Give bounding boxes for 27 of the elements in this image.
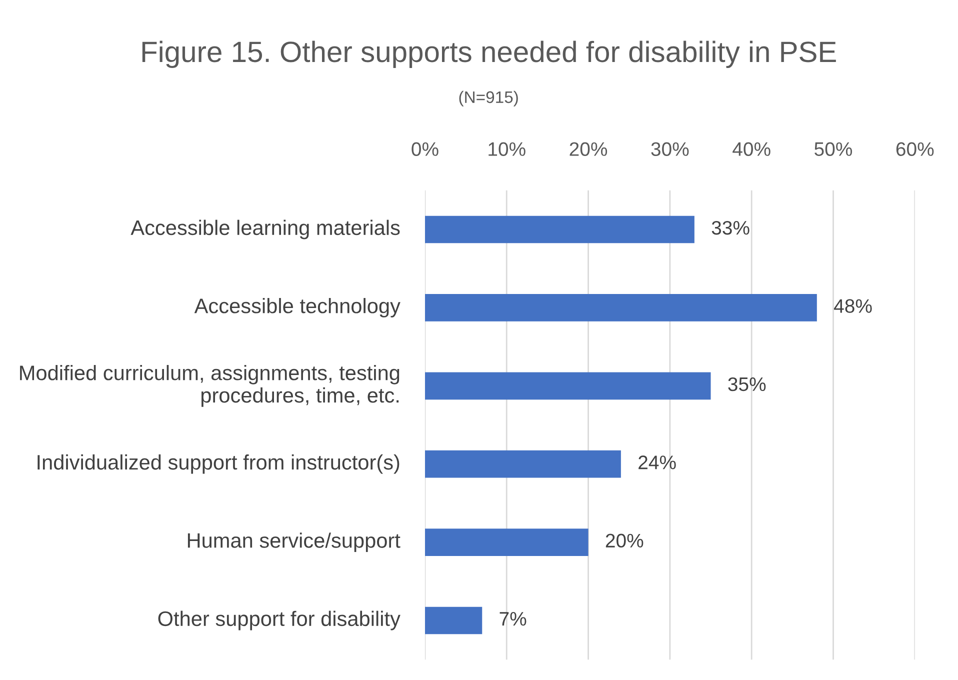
data-label: 20%	[606, 534, 644, 548]
bar	[424, 450, 621, 478]
x-tick-label: 10%	[488, 142, 526, 156]
bar	[424, 528, 588, 556]
bar	[424, 606, 482, 634]
x-tick-label: 0%	[412, 142, 438, 156]
x-tick-label: 30%	[651, 142, 689, 156]
bar	[424, 294, 817, 322]
data-label: 35%	[728, 377, 766, 392]
data-label: 7%	[500, 612, 526, 626]
bar	[424, 216, 694, 244]
chart-subtitle: (N=915)	[459, 90, 518, 106]
data-label: 48%	[834, 299, 872, 313]
chart-title: Figure 15. Other supports needed for disability in PSE	[142, 40, 836, 68]
x-tick-label: 20%	[570, 142, 608, 156]
data-label: 33%	[712, 220, 750, 235]
y-tick-label: Accessible learning materials	[130, 220, 400, 240]
y-tick-label: Accessible technology	[194, 298, 400, 318]
x-tick-label: 50%	[814, 142, 852, 156]
y-tick-label: Individualized support from instructor(s)	[38, 454, 400, 474]
x-tick-label: 60%	[896, 142, 934, 156]
x-tick-label: 40%	[732, 142, 770, 156]
y-tick-label: Other support for disability	[158, 610, 400, 630]
y-tick-label: Human service/support	[188, 532, 400, 552]
data-label: 24%	[638, 456, 676, 470]
bar	[424, 372, 711, 400]
y-tick-label: Modified curriculum, assignments, testing procedures, time, etc.	[20, 364, 400, 407]
